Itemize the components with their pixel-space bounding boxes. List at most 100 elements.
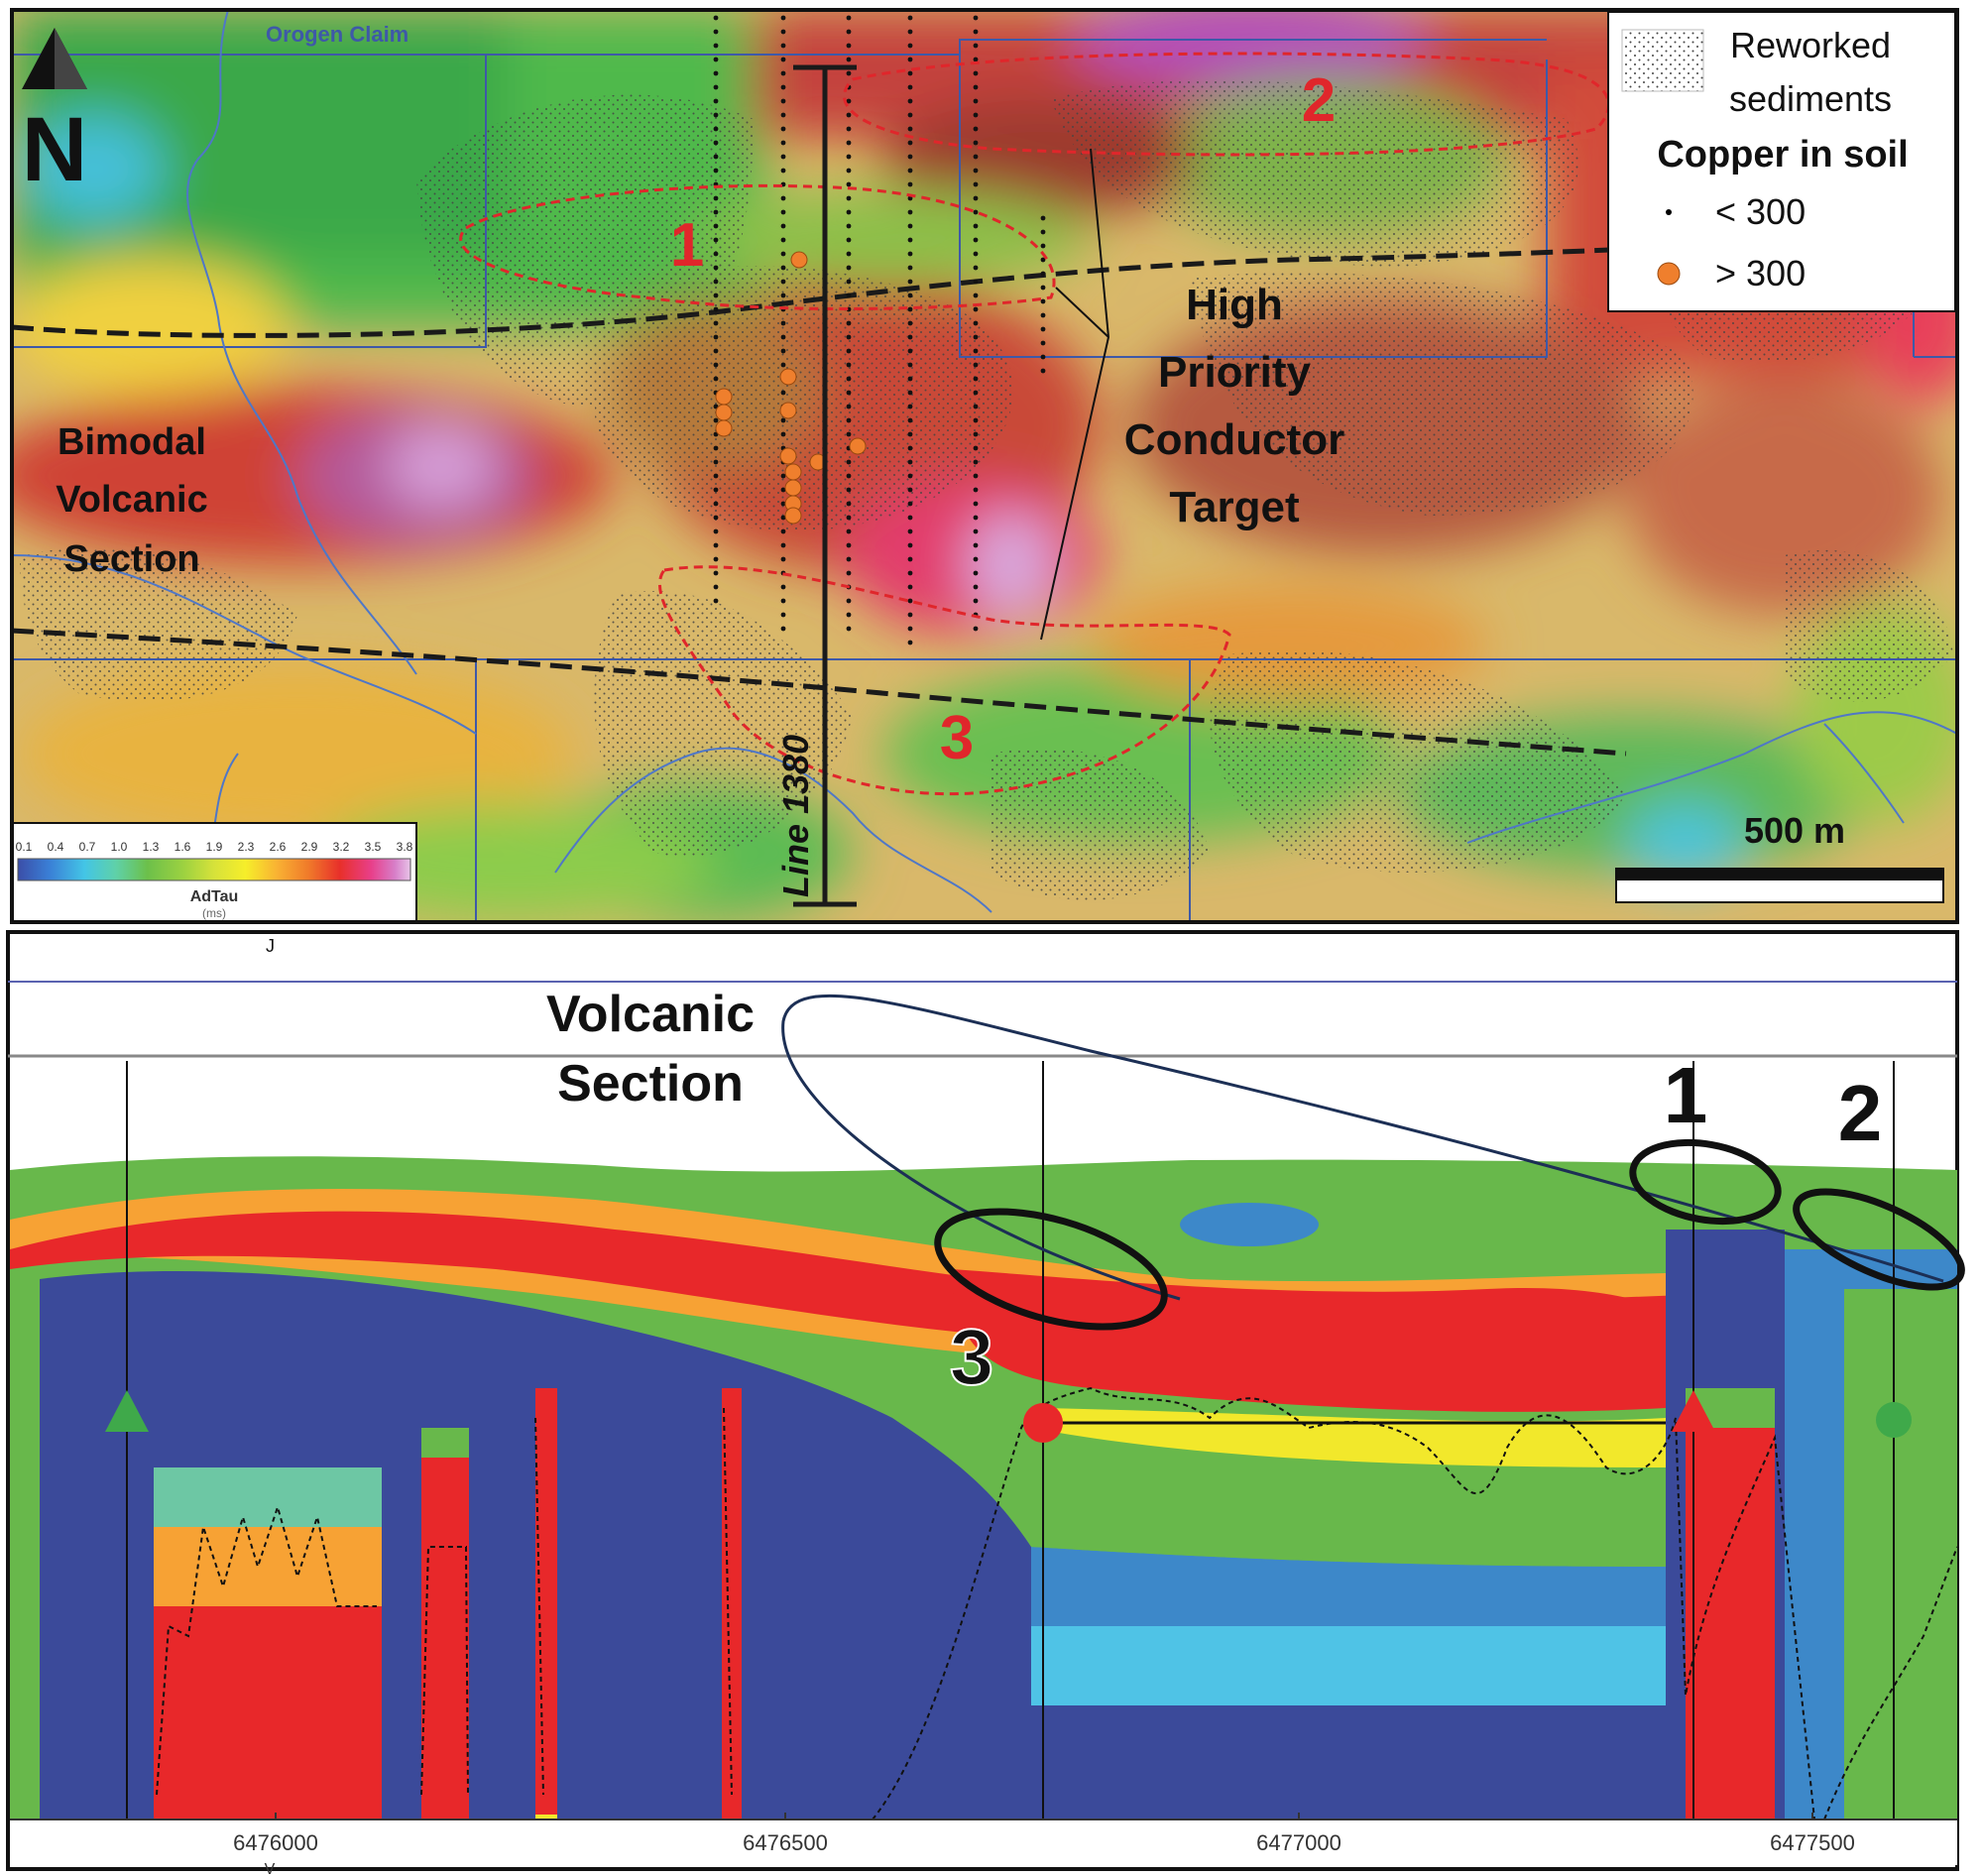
copper-low-sample bbox=[780, 168, 786, 174]
copper-low-sample bbox=[973, 126, 979, 132]
copper-low-sample bbox=[907, 209, 913, 215]
copper-high-sample bbox=[779, 368, 797, 386]
copper-low-sample bbox=[1040, 243, 1046, 249]
copper-low-sample bbox=[973, 515, 979, 521]
colorbar-tick-label: 2.6 bbox=[270, 840, 287, 854]
copper-low-sample bbox=[713, 112, 719, 118]
copper-low-sample bbox=[713, 70, 719, 76]
copper-low-sample bbox=[846, 473, 852, 479]
copper-low-sample bbox=[780, 57, 786, 62]
colorbar-tick-label: 3.8 bbox=[397, 840, 413, 854]
scale-bar: 500 m bbox=[1615, 810, 1944, 903]
colorbar: 0.1 0.4 0.7 1.0 1.3 1.6 1.9 2.3 2.6 2.9 3.2 3.5 3.8 … bbox=[11, 822, 417, 923]
copper-low-sample bbox=[846, 70, 852, 76]
copper-low-sample bbox=[907, 640, 913, 645]
copper-low-sample bbox=[780, 334, 786, 340]
copper-high-samples bbox=[715, 251, 867, 525]
copper-low-sample bbox=[713, 98, 719, 104]
copper-low-sample bbox=[973, 445, 979, 451]
section-zone-ellipses bbox=[934, 1138, 1965, 1331]
colorbar-tick-label: 0.7 bbox=[79, 840, 96, 854]
copper-low-sample bbox=[713, 515, 719, 521]
legend-low-label: < 300 bbox=[1715, 191, 1806, 232]
copper-low-sample bbox=[846, 612, 852, 618]
copper-low-sample bbox=[907, 265, 913, 271]
copper-high-sample bbox=[779, 447, 797, 465]
copper-low-sample bbox=[780, 84, 786, 90]
copper-low-sample bbox=[1040, 340, 1046, 346]
copper-low-sample bbox=[973, 404, 979, 410]
copper-low-sample bbox=[907, 417, 913, 423]
copper-high-sample bbox=[849, 437, 867, 455]
copper-low-sample bbox=[907, 223, 913, 229]
resistive-pocket bbox=[1180, 1203, 1319, 1246]
zone-2-outline bbox=[843, 52, 1610, 157]
copper-low-sample bbox=[780, 612, 786, 618]
target-label-line3: Conductor bbox=[1124, 415, 1344, 464]
colorbar-tick-label: 0.1 bbox=[16, 840, 33, 854]
copper-low-sample bbox=[780, 251, 786, 257]
colorbar-ramp bbox=[17, 858, 411, 881]
copper-low-sample bbox=[907, 501, 913, 507]
copper-low-sample bbox=[713, 473, 719, 479]
copper-low-sample bbox=[846, 29, 852, 35]
copper-low-sample bbox=[780, 279, 786, 285]
copper-low-sample bbox=[846, 181, 852, 187]
copper-low-sample bbox=[846, 265, 852, 271]
axis-tick-label: 6477000 bbox=[1256, 1830, 1341, 1855]
copper-low-sample bbox=[846, 528, 852, 534]
copper-low-sample bbox=[907, 376, 913, 382]
section-zone-1-ellipse bbox=[1629, 1138, 1782, 1226]
copper-low-sample bbox=[973, 209, 979, 215]
copper-low-sample bbox=[1040, 257, 1046, 263]
copper-low-sample bbox=[780, 126, 786, 132]
copper-low-sample bbox=[973, 223, 979, 229]
copper-low-sample bbox=[780, 487, 786, 493]
section-zone-1-label: 1 bbox=[1664, 1051, 1708, 1139]
copper-low-sample bbox=[713, 168, 719, 174]
copper-low-sample bbox=[846, 404, 852, 410]
copper-low-sample bbox=[1040, 368, 1046, 374]
copper-low-sample bbox=[907, 29, 913, 35]
copper-low-sample bbox=[780, 112, 786, 118]
copper-low-sample bbox=[907, 362, 913, 368]
copper-low-sample bbox=[1040, 298, 1046, 304]
claim-label: Orogen Claim bbox=[266, 22, 408, 47]
copper-low-sample bbox=[846, 390, 852, 396]
copper-low-sample bbox=[846, 126, 852, 132]
copper-high-sample bbox=[715, 419, 733, 437]
copper-low-sample bbox=[713, 306, 719, 312]
copper-low-sample bbox=[846, 279, 852, 285]
copper-low-sample bbox=[780, 473, 786, 479]
copper-low-sample bbox=[846, 570, 852, 576]
copper-low-sample bbox=[907, 279, 913, 285]
copper-high-sample bbox=[715, 388, 733, 406]
copper-low-sample bbox=[780, 29, 786, 35]
copper-low-sample bbox=[973, 528, 979, 534]
copper-low-sample bbox=[713, 320, 719, 326]
copper-low-sample bbox=[973, 140, 979, 146]
copper-low-sample bbox=[973, 265, 979, 271]
copper-low-sample bbox=[846, 112, 852, 118]
copper-low-sample bbox=[713, 154, 719, 160]
copper-low-sample bbox=[846, 293, 852, 298]
copper-low-sample bbox=[846, 501, 852, 507]
copper-high-sample bbox=[790, 251, 808, 269]
legend-reworked-line1: Reworked bbox=[1730, 25, 1891, 65]
conductor-column bbox=[1686, 1408, 1775, 1819]
copper-low-sample bbox=[713, 279, 719, 285]
copper-low-sample bbox=[713, 584, 719, 590]
north-letter: N bbox=[22, 99, 87, 200]
map-zone-1-label: 1 bbox=[670, 211, 704, 280]
copper-low-sample bbox=[973, 626, 979, 632]
copper-low-sample bbox=[713, 376, 719, 382]
copper-low-sample bbox=[973, 362, 979, 368]
copper-low-sample bbox=[713, 293, 719, 298]
copper-low-sample bbox=[973, 376, 979, 382]
copper-low-sample bbox=[973, 70, 979, 76]
copper-low-sample bbox=[907, 612, 913, 618]
section-zone-3-ellipse bbox=[934, 1208, 1168, 1331]
copper-low-sample bbox=[780, 265, 786, 271]
copper-low-sample bbox=[846, 515, 852, 521]
copper-low-sample bbox=[780, 515, 786, 521]
